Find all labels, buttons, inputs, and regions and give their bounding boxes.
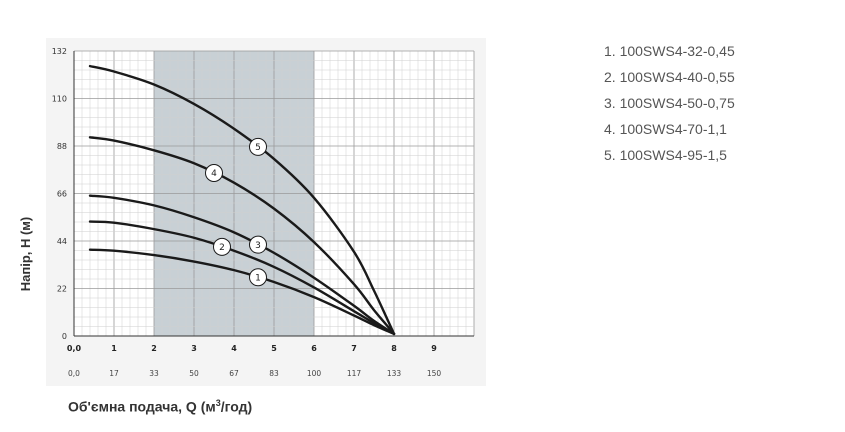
y-tick-label: 44 <box>57 237 67 246</box>
x-axis-label-unit: /год) <box>220 398 253 415</box>
y-tick-label: 110 <box>52 95 67 104</box>
x2-tick-label: 133 <box>387 369 402 378</box>
x-tick-label: 6 <box>311 344 317 353</box>
legend-entry: 4. 100SWS4-70-1,1 <box>604 121 727 137</box>
x-tick-label: 0,0 <box>67 344 82 353</box>
y-tick-label: 66 <box>57 190 67 199</box>
x-axis-label-text: Об'ємна подача, Q (м <box>68 398 216 415</box>
legend-entry: 1. 100SWS4-32-0,45 <box>604 43 735 59</box>
performance-curve-4 <box>88 136 396 336</box>
x2-tick-label: 67 <box>229 369 239 378</box>
curve-marker-circle <box>213 237 231 256</box>
curve-marker-label: 3 <box>255 241 261 251</box>
x2-tick-label: 117 <box>347 369 362 378</box>
x-axis-label: Об'ємна подача, Q (м3/год) <box>68 398 252 415</box>
x2-tick-label: 0,0 <box>68 369 80 378</box>
curve-marker-circle <box>249 137 267 156</box>
y-tick-label: 22 <box>57 285 67 294</box>
y-tick-label: 132 <box>52 47 67 56</box>
curve-marker-circle <box>249 235 267 254</box>
x2-tick-label: 33 <box>149 369 159 378</box>
x2-tick-label: 17 <box>109 369 119 378</box>
y-axis-label: Напір, Н (м) <box>18 216 33 292</box>
x-tick-label: 2 <box>151 344 157 353</box>
chart-area: 0 22 44 66 88 110 132 0,0 1 2 3 4 5 6 7 8 9 0,0 17 33 50 67 83… <box>46 38 486 386</box>
curve-marker-label: 5 <box>255 143 261 153</box>
x2-tick-label: 150 <box>427 369 442 378</box>
curve-marker-label: 4 <box>211 169 217 179</box>
x2-tick-label: 83 <box>269 369 279 378</box>
y-tick-label: 88 <box>57 142 67 151</box>
x-tick-label: 4 <box>231 344 237 353</box>
curve-marker-circle <box>205 163 223 182</box>
x-tick-label: 7 <box>351 344 357 353</box>
chart-legend: 1. 100SWS4-32-0,45 2. 100SWS4-40-0,55 3.… <box>604 38 824 168</box>
x2-tick-label: 100 <box>307 369 322 378</box>
curve-marker-circle <box>249 268 267 287</box>
x-tick-label: 5 <box>271 344 277 353</box>
curve-marker-label: 1 <box>255 273 261 283</box>
legend-entry: 5. 100SWS4-95-1,5 <box>604 147 727 163</box>
legend-entry: 3. 100SWS4-50-0,75 <box>604 95 735 111</box>
x-tick-label: 1 <box>111 344 117 353</box>
y-tick-label: 0 <box>62 332 67 341</box>
x2-tick-label: 50 <box>189 369 199 378</box>
legend-entry: 2. 100SWS4-40-0,55 <box>604 69 735 85</box>
performance-curve-2 <box>88 220 396 336</box>
x-tick-label: 3 <box>191 344 197 353</box>
x-tick-label: 8 <box>391 344 397 353</box>
x-tick-label: 9 <box>431 344 437 353</box>
x-axis-label-superscript: 3 <box>215 398 221 408</box>
curve-marker-label: 2 <box>219 243 225 253</box>
